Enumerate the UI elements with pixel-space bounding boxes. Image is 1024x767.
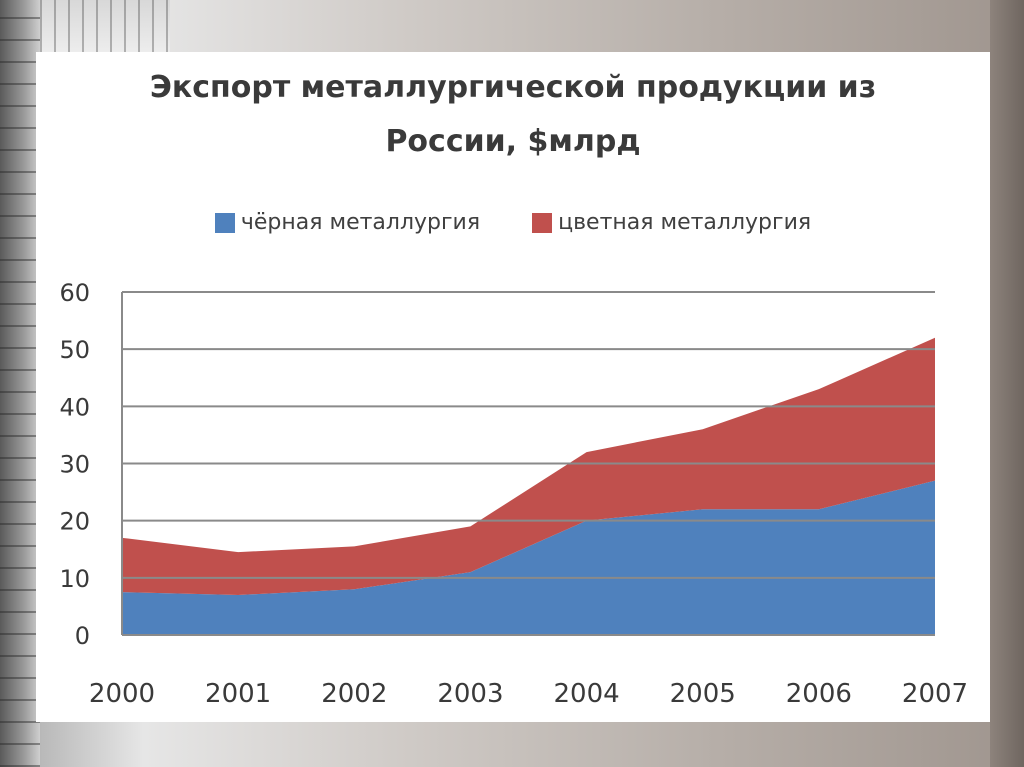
y-tick-label: 60 <box>59 279 90 307</box>
area-series-1 <box>122 337 935 595</box>
background-building-top <box>40 0 170 55</box>
chart-title-line2: России, $млрд <box>385 124 641 159</box>
legend-item-nonferrous: цветная металлургия <box>532 210 811 235</box>
x-tick-label: 2001 <box>205 679 271 709</box>
y-tick-label: 0 <box>75 622 90 650</box>
y-tick-label: 10 <box>59 565 90 593</box>
chart-legend: чёрная металлургия цветная металлургия <box>36 210 990 235</box>
area-chart: 0 10 20 30 40 50 60 2000 2001 2002 2003 2004 2005 200… <box>59 279 968 709</box>
background-wall-right <box>990 0 1024 767</box>
y-tick-label: 40 <box>59 393 90 421</box>
legend-label-nonferrous: цветная металлургия <box>558 210 812 235</box>
x-tick-label: 2003 <box>437 679 503 709</box>
chart-title-line1: Экспорт металлургической продукции из <box>149 70 877 105</box>
legend-item-ferrous: чёрная металлургия <box>214 210 481 235</box>
x-tick-label: 2000 <box>89 679 155 709</box>
x-tick-label: 2007 <box>902 679 968 709</box>
x-tick-label: 2004 <box>553 679 619 709</box>
legend-swatch-nonferrous <box>532 212 553 233</box>
x-tick-label: 2006 <box>786 679 852 709</box>
y-tick-label: 30 <box>59 451 90 479</box>
background-building-left <box>0 0 40 767</box>
y-tick-label: 50 <box>59 336 90 364</box>
x-tick-label: 2005 <box>670 679 736 709</box>
area-series-0 <box>122 480 935 635</box>
legend-swatch-ferrous <box>214 212 235 233</box>
y-tick-label: 20 <box>59 508 90 536</box>
legend-label-ferrous: чёрная металлургия <box>240 210 481 235</box>
chart-panel: Экспорт металлургической продукции из Ро… <box>36 52 990 722</box>
x-tick-label: 2002 <box>321 679 387 709</box>
